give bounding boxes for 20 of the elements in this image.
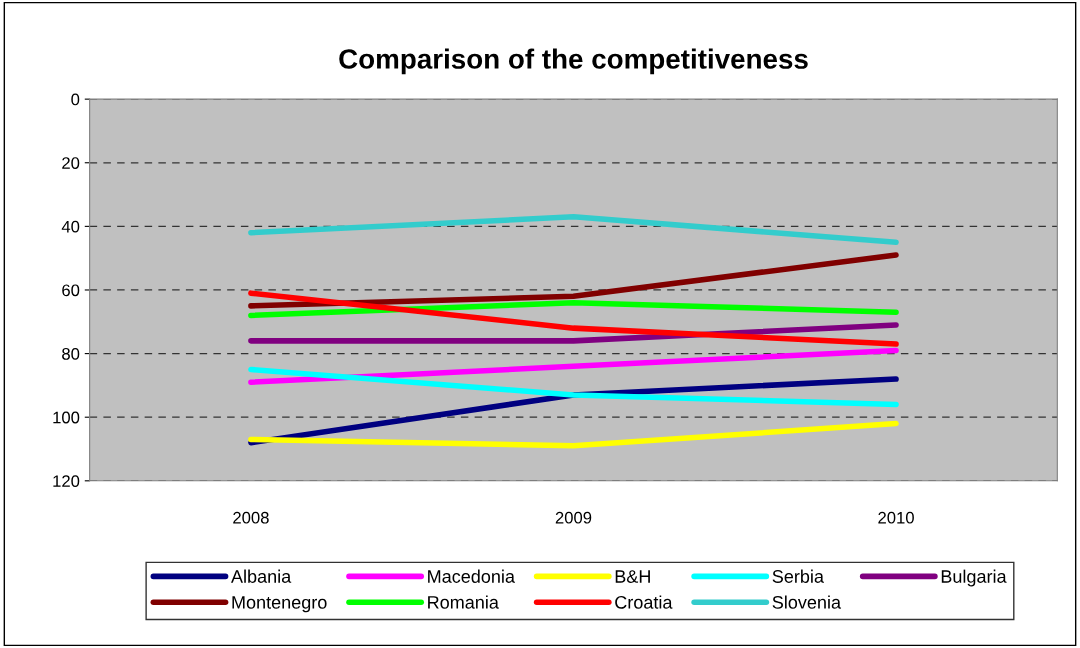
y-tick-label: 0: [71, 93, 80, 106]
legend-label: Serbia: [772, 569, 824, 583]
x-tick-label: 2009: [555, 511, 592, 524]
legend-label: B&H: [615, 570, 650, 583]
y-tick-label: 40: [61, 220, 80, 233]
y-tick-label: 120: [53, 475, 80, 488]
legend-label: Macedonia: [428, 569, 515, 583]
legend-label: Bulgaria: [941, 569, 1007, 587]
chart-title: Comparison of the competitiveness: [339, 48, 808, 75]
y-tick-label: 80: [62, 347, 80, 360]
legend-label: Albania: [231, 569, 292, 583]
x-tick-label: 2010: [878, 511, 914, 524]
y-tick-label: 20: [62, 157, 80, 169]
y-tick-label: 60: [62, 284, 80, 297]
legend-label: Montenegro: [232, 596, 327, 613]
legend-label: Romania: [428, 595, 499, 609]
y-tick-label: 100: [53, 411, 80, 424]
x-tick-label: 2008: [233, 511, 269, 524]
legend-label: Croatia: [615, 595, 673, 609]
legend-label: Slovenia: [772, 595, 842, 609]
